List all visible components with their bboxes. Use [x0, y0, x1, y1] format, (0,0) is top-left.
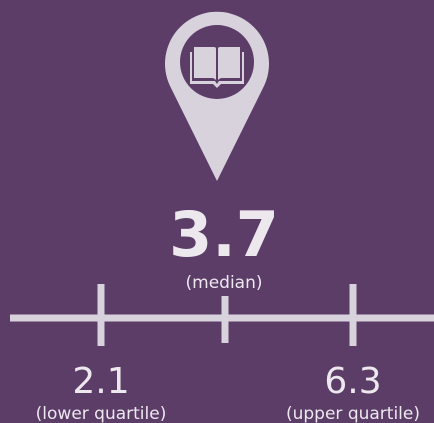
median-value: 3.7 [169, 198, 279, 271]
book-icon [190, 47, 244, 88]
pin-hole [180, 25, 254, 99]
upper-quartile-label: (upper quartile) [286, 404, 420, 423]
map-pin [165, 11, 269, 181]
lower-quartile-value: 2.1 [72, 361, 129, 402]
median-label: (median) [186, 273, 263, 293]
lower-quartile-label: (lower quartile) [36, 404, 167, 423]
upper-quartile-value: 6.3 [324, 361, 381, 402]
scale [10, 284, 434, 346]
